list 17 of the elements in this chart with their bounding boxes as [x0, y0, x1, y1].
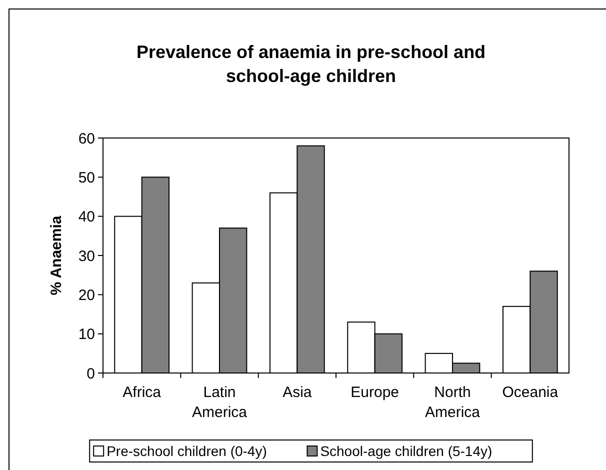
y-tick-label: 40 [78, 208, 95, 226]
legend-label: Pre-school children (0-4y) [106, 443, 267, 459]
x-tick-label: Africa [122, 384, 162, 401]
legend-label: School-age children (5-14y) [320, 443, 492, 459]
chart-title: Prevalence of anaemia in pre-school and school-age children [136, 42, 486, 86]
y-tick-label: 10 [78, 326, 95, 344]
x-tick-label: North America [424, 384, 481, 421]
x-tick-label: Asia [282, 384, 312, 401]
y-axis-title: % Anaemia [48, 215, 65, 296]
x-tick-label: Europe [350, 384, 400, 401]
y-tick-label: 0 [86, 365, 95, 382]
x-tick-label: Oceania [502, 384, 559, 401]
x-tick-label: Latin America [192, 384, 248, 421]
y-tick-label: 60 [78, 130, 95, 148]
y-tick-label: 20 [78, 286, 95, 304]
y-tick-label: 50 [78, 169, 95, 186]
y-tick-label: 30 [78, 248, 95, 265]
